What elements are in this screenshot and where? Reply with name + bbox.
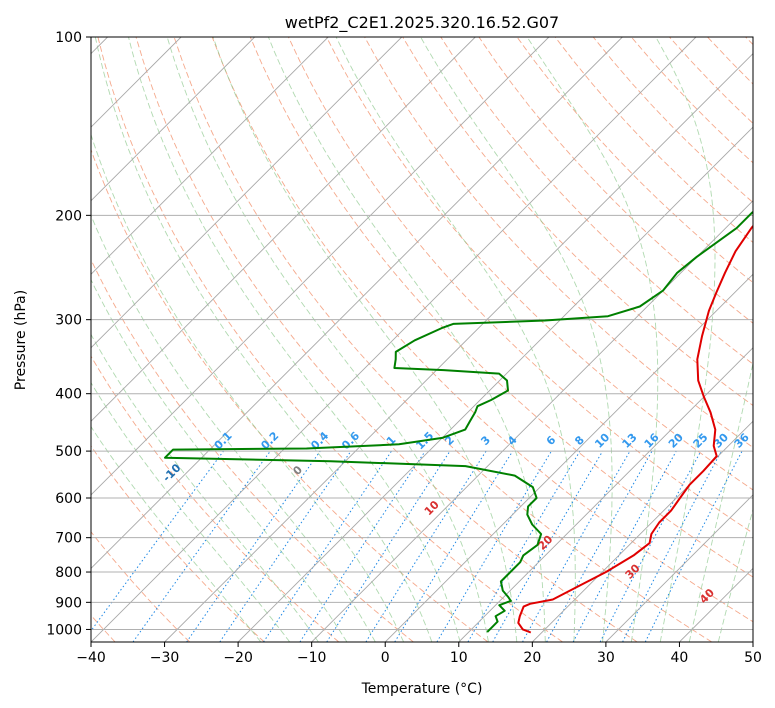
mixing-ratio-line: [326, 450, 451, 642]
isotherm--90: [91, 37, 329, 275]
isotherm-30: [605, 494, 753, 642]
dry-adiabat: [326, 37, 753, 491]
dry-adiabat: [91, 355, 340, 642]
y-tick-label: 300: [55, 313, 82, 329]
y-tick-label: 400: [55, 387, 82, 403]
dry-adiabat: [91, 148, 489, 642]
mixing-ratio-line: [219, 450, 352, 642]
moist-adiabat: [420, 37, 613, 642]
moist-adiabat: [655, 37, 716, 642]
isotherm-10: [458, 347, 753, 642]
isobar-gridlines: [91, 37, 753, 630]
y-tick-label: 200: [55, 208, 82, 224]
isotherm--50: [91, 37, 623, 570]
moist-adiabats: [91, 37, 753, 642]
isotherm--20: [237, 126, 753, 642]
moist-adiabat: [94, 37, 433, 642]
y-axis-label: Pressure (hPa): [13, 290, 29, 390]
x-tick-label: −30: [150, 650, 180, 666]
x-axis: −40 −30 −20 −10 0 10 20 30 40 50: [76, 642, 762, 666]
x-axis-label: Temperature (°C): [361, 681, 483, 697]
moist-adiabat: [166, 37, 489, 642]
y-tick-label: 800: [55, 565, 82, 581]
plot-frame: [90, 36, 754, 643]
isotherm-20: [531, 420, 753, 642]
moist-adiabat: [91, 381, 291, 642]
dry-adiabat: [211, 37, 753, 623]
isotherms: [91, 37, 753, 642]
mixing-ratio-line: [572, 450, 677, 642]
x-tick-label: 40: [671, 650, 689, 666]
mixing-ratio-lines: [91, 450, 743, 642]
y-tick-label: 500: [55, 444, 82, 460]
x-tick-label: 50: [744, 650, 762, 666]
dry-adiabat: [91, 445, 265, 642]
mixing-ratio-line: [394, 450, 514, 642]
x-tick-label: −10: [297, 650, 327, 666]
dry-adiabat: [91, 531, 191, 642]
moist-adiabat: [91, 333, 319, 642]
mixing-ratio-line: [132, 450, 271, 642]
x-tick-label: 0: [381, 650, 390, 666]
mixing-ratio-line: [299, 450, 426, 642]
moist-adiabat: [91, 278, 348, 642]
y-tick-label: 1000: [46, 622, 82, 638]
plot-area: -100-90-80-70-60-50-40-30-20-100.10.20.4…: [91, 37, 753, 642]
profile-series: [164, 210, 753, 634]
temperature-profile: [517, 224, 753, 634]
moist-adiabat: [526, 37, 659, 642]
dewpoint-profile: [164, 210, 753, 633]
y-tick-label: 700: [55, 531, 82, 547]
y-tick-label: 900: [55, 595, 82, 611]
dry-adiabat: [516, 37, 753, 284]
isotherm--80: [91, 37, 403, 349]
x-tick-label: −20: [223, 650, 253, 666]
x-tick-label: −40: [76, 650, 106, 666]
isotherm--10: [311, 200, 753, 642]
moist-adiabat: [91, 133, 405, 642]
y-tick-label: 600: [55, 491, 82, 507]
dry-adiabat: [402, 37, 753, 407]
dry-adiabat: [440, 37, 753, 365]
dry-adiabat: [97, 37, 563, 642]
x-tick-label: 30: [597, 650, 615, 666]
mixing-ratio-line: [546, 450, 653, 642]
isotherm-0: [384, 273, 753, 642]
mixing-ratio-line: [522, 450, 631, 642]
y-axis: 100 200 300 400 500 600 700 800 900 1000: [46, 30, 91, 638]
isotherm--60: [91, 37, 550, 496]
mixing-ratio-line: [263, 450, 392, 642]
moist-adiabat: [335, 37, 576, 642]
moist-adiabat: [91, 214, 376, 642]
moist-adiabat: [91, 425, 262, 642]
mixing-ratio-line: [91, 450, 224, 632]
x-tick-label: 10: [450, 650, 468, 666]
y-tick-label: 100: [55, 30, 82, 46]
mixing-ratio-line: [186, 450, 321, 642]
moist-adiabat: [128, 37, 461, 642]
dry-adiabat: [249, 37, 753, 578]
isotherm--100: [91, 37, 256, 202]
x-tick-label: 20: [523, 650, 541, 666]
isotherm--40: [91, 37, 697, 642]
isotherm--30: [164, 52, 753, 642]
isotherm--70: [91, 37, 476, 422]
moist-adiabat: [212, 37, 518, 642]
chart-title: wetPf2_C2E1.2025.320.16.52.G07: [285, 13, 559, 33]
moist-adiabat: [267, 37, 546, 642]
mixing-ratio-line: [644, 450, 743, 642]
